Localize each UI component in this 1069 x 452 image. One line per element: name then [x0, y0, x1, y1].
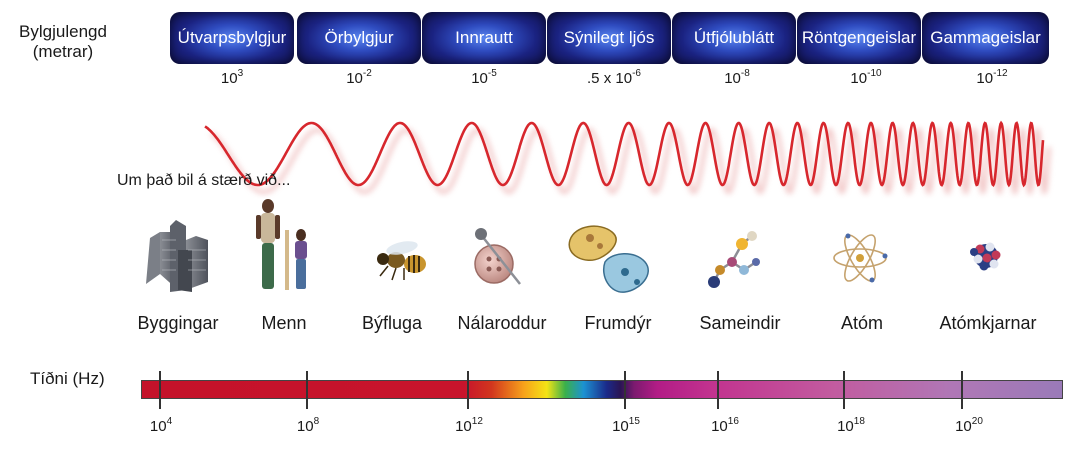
object-label-pinpoint: Nálaroddur — [457, 313, 547, 333]
nucleus-icon — [970, 242, 1001, 271]
object-label-atoms: Atóm — [840, 313, 883, 333]
wavelength-value-infrared: 10-5 — [471, 68, 497, 87]
band-radio: Útvarpsbylgjur — [170, 12, 294, 64]
object-label-humans: Menn — [261, 313, 307, 333]
frequency-label-1e8: 108 — [296, 416, 320, 435]
frequency-label-1e4: 104 — [149, 416, 173, 435]
pin-button-icon — [474, 228, 521, 285]
frequency-axis-label: Tíðni (Hz) — [30, 369, 105, 388]
buildings-icon — [146, 220, 208, 292]
wavelength-label-line2: (metrar) — [32, 42, 94, 61]
band-gamma: Gammageislar — [922, 12, 1049, 64]
protozoa-icon — [568, 225, 649, 293]
wavelength-value-radio: 103 — [220, 68, 244, 87]
band-ultraviolet: Útfjólublátt — [672, 12, 796, 64]
band-microwave: Örbylgjur — [297, 12, 421, 64]
object-label-bee: Býfluga — [361, 313, 423, 333]
object-label-protozoa: Frumdýr — [584, 313, 652, 333]
frequency-tick — [624, 371, 626, 409]
wavelength-value-visible: .5 x 10-6 — [587, 68, 641, 87]
object-label-molecules: Sameindir — [699, 313, 781, 333]
frequency-tick — [306, 371, 308, 409]
frequency-label-1e16: 1016 — [711, 416, 739, 435]
frequency-tick — [467, 371, 469, 409]
wavelength-axis-label: Bylgjulengd (metrar) — [10, 22, 116, 62]
frequency-label-1e12: 1012 — [455, 416, 483, 435]
atom-icon — [833, 233, 888, 283]
frequency-label-1e20: 1020 — [955, 416, 983, 435]
wavelength-value-gamma: 10-12 — [976, 68, 1008, 87]
frequency-tick — [717, 371, 719, 409]
molecule-icon — [708, 231, 760, 288]
frequency-label-1e18: 1018 — [837, 416, 865, 435]
wavelength-value-xray: 10-10 — [850, 68, 882, 87]
object-label-nuclei: Atómkjarnar — [939, 313, 1037, 333]
wavelength-value-microwave: 10-2 — [346, 68, 372, 87]
bee-icon — [377, 241, 426, 281]
wavelength-label-line1: Bylgjulengd — [19, 22, 107, 41]
people-icon — [256, 199, 307, 290]
frequency-tick — [843, 371, 845, 409]
frequency-label-1e15: 1015 — [612, 416, 640, 435]
band-xray: Röntgengeislar — [797, 12, 921, 64]
comparison-caption: Um það bil á stærð við... — [117, 172, 291, 189]
frequency-spectrum-bar — [141, 380, 1063, 399]
object-label-buildings: Byggingar — [137, 313, 219, 333]
wave-line — [204, 120, 1045, 188]
band-infrared: Innrautt — [422, 12, 546, 64]
wavelength-value-ultraviolet: 10-8 — [724, 68, 750, 87]
frequency-tick — [159, 371, 161, 409]
band-visible: Sýnilegt ljós — [547, 12, 671, 64]
frequency-tick — [961, 371, 963, 409]
